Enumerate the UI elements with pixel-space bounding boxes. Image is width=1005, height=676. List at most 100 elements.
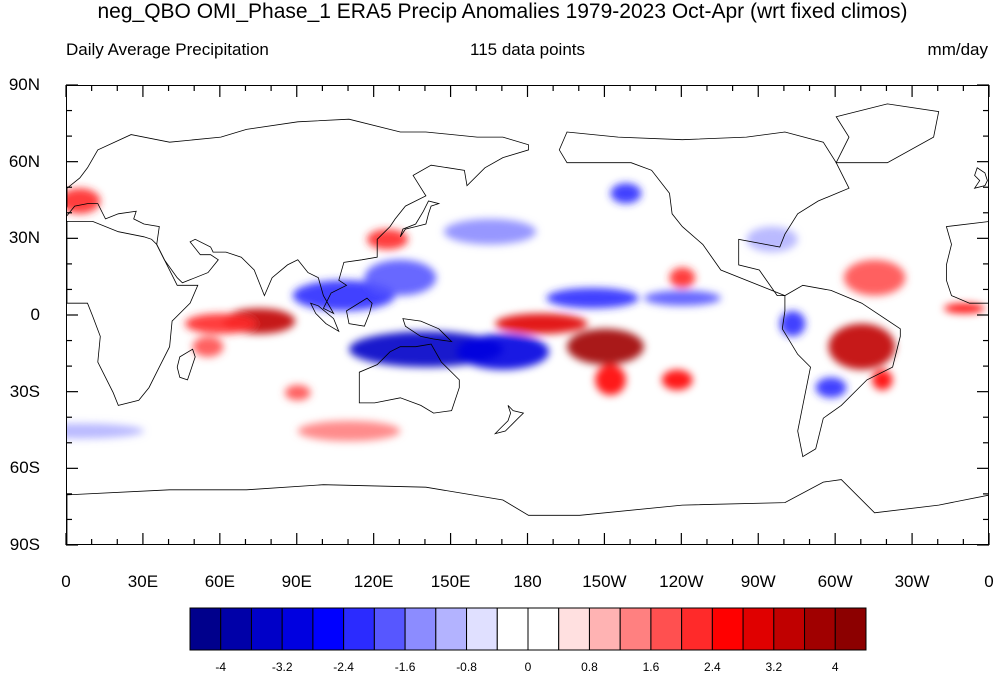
colorbar-swatch <box>558 607 590 651</box>
coastline-sumatra <box>309 302 340 333</box>
coastline-madagascar <box>176 348 196 381</box>
colorbar-swatch <box>312 607 345 651</box>
anomaly-blob-24 <box>746 226 798 253</box>
colorbar-swatch <box>650 607 683 651</box>
colorbar-swatch <box>343 607 375 651</box>
colorbar-label: 0.8 <box>581 660 598 674</box>
lat-label: 90S <box>9 535 40 554</box>
lat-label: 0 <box>30 305 40 324</box>
anomaly-blob-23 <box>843 259 906 296</box>
lon-label: 60E <box>204 572 235 591</box>
units-label: mm/day <box>927 40 988 59</box>
colorbar-swatch <box>466 607 498 651</box>
coastline-antarctica <box>67 479 988 544</box>
colorbar-swatch <box>804 607 836 651</box>
anomaly-blob-10 <box>595 364 626 396</box>
anomaly-blob-13 <box>643 290 721 306</box>
colorbar-swatch <box>496 607 529 651</box>
colorbar-swatch <box>773 607 806 651</box>
colorbar-swatch <box>220 607 252 651</box>
anomaly-blob-14 <box>779 310 806 337</box>
colorbar-swatch <box>681 607 713 651</box>
anomaly-blob-9 <box>566 328 644 365</box>
anomaly-blob-2 <box>192 336 224 357</box>
map-plot-area <box>66 85 989 545</box>
anomaly-blob-8 <box>495 313 588 334</box>
colorbar-label: -3.2 <box>271 660 293 674</box>
anomaly-blob-3 <box>284 385 311 401</box>
coastline-eurasia <box>67 118 529 315</box>
colorbar-swatch <box>189 607 222 651</box>
colorbar-swatch <box>435 607 468 651</box>
lat-label: 30S <box>9 381 40 401</box>
anomaly-blob-25 <box>669 267 696 288</box>
lon-label: 150E <box>430 572 471 591</box>
coastline-new-zealand <box>493 405 525 435</box>
data-points-label: 115 data points <box>470 40 585 59</box>
lon-label: 90W <box>740 572 776 591</box>
anomaly-blob-18 <box>943 303 985 314</box>
coastline-japan <box>399 200 441 238</box>
anomaly-blob-19 <box>67 188 101 214</box>
coastline-africa <box>945 221 988 304</box>
coastline-borneo <box>346 297 373 327</box>
colorbar-label: -1.6 <box>394 660 416 674</box>
coastline-north-america <box>558 131 850 297</box>
anomaly-blob-1 <box>184 313 257 334</box>
colorbar-label: 0 <box>524 660 532 674</box>
anomaly-blob-7 <box>456 333 550 370</box>
anomaly-map <box>67 103 988 544</box>
anomaly-blob-16 <box>872 369 893 391</box>
lon-label: 0 <box>61 572 71 591</box>
anomaly-blob-21 <box>443 218 537 245</box>
colorbar-label: 1.6 <box>642 660 660 674</box>
coastline-africa-east <box>67 220 199 406</box>
colorbar-label: 3.2 <box>765 660 783 674</box>
lat-label: 60N <box>8 151 40 171</box>
lat-label: 90N <box>8 75 40 94</box>
lon-label: 30E <box>127 572 159 591</box>
map-title: neg_QBO OMI_Phase_1 ERA5 Precip Anomalie… <box>97 0 908 23</box>
colorbar-swatch <box>373 607 406 651</box>
lon-label: 60W <box>817 572 853 591</box>
variable-label: Daily Average Precipitation <box>66 40 269 59</box>
anomaly-blob-12 <box>546 287 639 309</box>
colorbar-label: -0.8 <box>456 660 477 674</box>
colorbar-swatch <box>711 607 744 651</box>
colorbar <box>189 607 867 651</box>
colorbar-swatch <box>527 607 560 651</box>
coastline-greenland <box>835 103 940 164</box>
colorbar-label: 2.4 <box>704 660 721 674</box>
colorbar-label: -2.4 <box>333 660 354 674</box>
anomaly-blob-17 <box>815 377 847 398</box>
anomaly-blob-11 <box>661 369 693 391</box>
colorbar-swatch <box>281 607 314 651</box>
lat-label: 60S <box>9 458 40 478</box>
coastline-australia <box>358 343 460 414</box>
lon-label: 0 <box>984 572 994 591</box>
lon-label: 120W <box>659 572 704 591</box>
coastline-new-guinea <box>402 318 453 343</box>
coastline-uk <box>973 167 988 189</box>
colorbar-swatch <box>619 607 652 651</box>
lon-label: 150W <box>582 572 627 591</box>
lon-label: 90E <box>281 572 312 591</box>
anomaly-blob-15 <box>828 323 896 370</box>
colorbar-label: -4 <box>215 660 227 674</box>
lon-label: 120E <box>353 572 394 591</box>
lon-label: 180 <box>513 572 542 591</box>
anomaly-blob-26 <box>67 423 144 439</box>
anomaly-blob-4 <box>292 280 396 311</box>
lon-label: 30W <box>894 572 930 591</box>
colorbar-swatch <box>404 607 437 651</box>
colorbar-swatch <box>742 607 775 651</box>
lat-label: 30N <box>8 228 40 248</box>
colorbar-label: 4 <box>831 660 839 674</box>
anomaly-blob-27 <box>297 420 401 442</box>
colorbar-swatch <box>588 607 621 651</box>
anomaly-blob-22 <box>610 183 642 204</box>
colorbar-swatch <box>250 607 283 651</box>
anomaly-blob-5 <box>364 259 437 296</box>
colorbar-swatch <box>834 607 867 651</box>
coastline-south-america <box>781 284 901 458</box>
